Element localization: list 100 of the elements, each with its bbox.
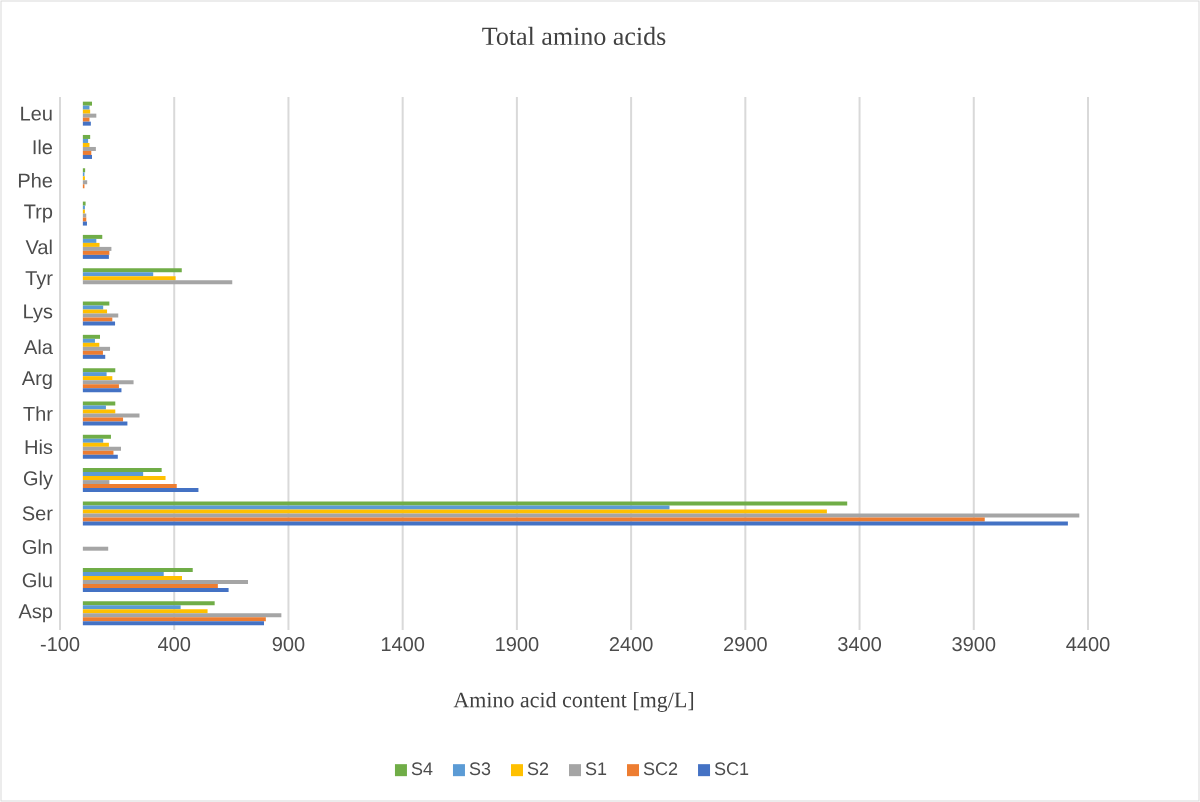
bar bbox=[82, 505, 670, 510]
bar bbox=[82, 434, 111, 439]
bar bbox=[82, 609, 208, 614]
bar bbox=[82, 280, 233, 285]
bar bbox=[82, 238, 97, 243]
bar bbox=[82, 138, 89, 143]
bar bbox=[82, 150, 92, 155]
x-tick-label: 400 bbox=[158, 637, 191, 652]
bar bbox=[82, 517, 985, 522]
y-tick-label: Trp bbox=[24, 204, 53, 223]
bar bbox=[82, 501, 848, 506]
x-tick-label: 4400 bbox=[1066, 637, 1110, 652]
bar bbox=[82, 109, 91, 114]
bar bbox=[82, 276, 176, 281]
bar bbox=[82, 317, 113, 322]
bar bbox=[82, 446, 121, 451]
bar bbox=[82, 568, 193, 573]
bar bbox=[82, 121, 91, 126]
legend-label: S4 bbox=[411, 762, 433, 776]
bar bbox=[82, 234, 103, 239]
bar bbox=[82, 368, 116, 373]
bar bbox=[82, 580, 249, 585]
bar bbox=[82, 346, 111, 351]
bar bbox=[82, 401, 116, 406]
bar bbox=[82, 134, 91, 139]
y-tick-label: Lys bbox=[24, 304, 53, 323]
bar bbox=[82, 384, 119, 389]
y-tick-label: Phe bbox=[18, 172, 53, 188]
bar bbox=[82, 380, 134, 385]
legend-label: SC2 bbox=[643, 762, 678, 776]
bar bbox=[82, 468, 162, 473]
bar bbox=[82, 201, 86, 206]
bar bbox=[82, 268, 182, 273]
bar bbox=[82, 617, 266, 622]
bar bbox=[82, 242, 100, 247]
chart-title: Total amino acids bbox=[482, 26, 666, 46]
bar bbox=[82, 484, 177, 489]
bar bbox=[82, 450, 114, 455]
y-tick-label: Thr bbox=[23, 406, 53, 421]
bar bbox=[82, 421, 128, 426]
bar bbox=[82, 442, 109, 447]
bar bbox=[82, 546, 109, 551]
legend-label: S1 bbox=[585, 762, 607, 776]
x-tick-label: 2900 bbox=[724, 637, 767, 652]
y-tick-label: Tyr bbox=[25, 271, 53, 290]
bar bbox=[82, 309, 108, 314]
bar bbox=[82, 205, 85, 210]
bar bbox=[82, 301, 110, 306]
bar bbox=[82, 105, 90, 110]
bar bbox=[82, 117, 90, 122]
x-tick-label: 1900 bbox=[496, 637, 539, 652]
x-tick-label: -100 bbox=[40, 637, 80, 652]
bar bbox=[82, 405, 106, 410]
bar bbox=[82, 621, 265, 626]
bar bbox=[82, 305, 104, 310]
y-tick-label: Val bbox=[25, 239, 52, 255]
bar bbox=[82, 209, 85, 214]
x-tick-label: 3900 bbox=[952, 637, 996, 652]
bar bbox=[82, 521, 1068, 526]
bar bbox=[82, 438, 104, 443]
bar bbox=[82, 513, 1080, 518]
bar bbox=[82, 372, 107, 377]
y-tick-label: Ser bbox=[22, 506, 53, 521]
bar bbox=[82, 584, 218, 589]
bar bbox=[82, 613, 282, 618]
bar bbox=[82, 488, 199, 493]
bar bbox=[82, 180, 88, 185]
bar bbox=[82, 313, 119, 318]
bar bbox=[82, 142, 90, 147]
bar bbox=[82, 250, 110, 255]
bar bbox=[82, 221, 87, 226]
x-tick-label: 1400 bbox=[381, 637, 425, 652]
bar bbox=[82, 409, 116, 414]
x-axis-title: Amino acid content [mg/L] bbox=[453, 691, 694, 712]
legend-label: SC1 bbox=[714, 762, 749, 776]
bar bbox=[82, 272, 154, 277]
y-tick-label: Leu bbox=[21, 106, 52, 121]
legend-label: S2 bbox=[527, 762, 549, 776]
bar bbox=[82, 509, 827, 514]
bar bbox=[82, 338, 95, 343]
bar bbox=[82, 146, 96, 151]
bar bbox=[82, 254, 109, 259]
bar bbox=[82, 605, 181, 610]
bar bbox=[82, 480, 110, 485]
bar bbox=[82, 588, 229, 593]
bar bbox=[82, 572, 164, 577]
x-tick-label: 900 bbox=[272, 637, 305, 652]
bar bbox=[82, 476, 166, 481]
bar bbox=[82, 154, 92, 159]
bar bbox=[82, 354, 106, 359]
bar bbox=[82, 321, 116, 326]
bar bbox=[82, 334, 100, 339]
bar bbox=[82, 176, 85, 181]
bar bbox=[82, 101, 92, 106]
y-tick-label: Arg bbox=[21, 371, 52, 390]
bar bbox=[82, 342, 100, 347]
bar bbox=[82, 601, 215, 606]
bar bbox=[82, 376, 113, 381]
bar bbox=[82, 576, 182, 581]
y-tick-label: Asp bbox=[18, 604, 53, 623]
